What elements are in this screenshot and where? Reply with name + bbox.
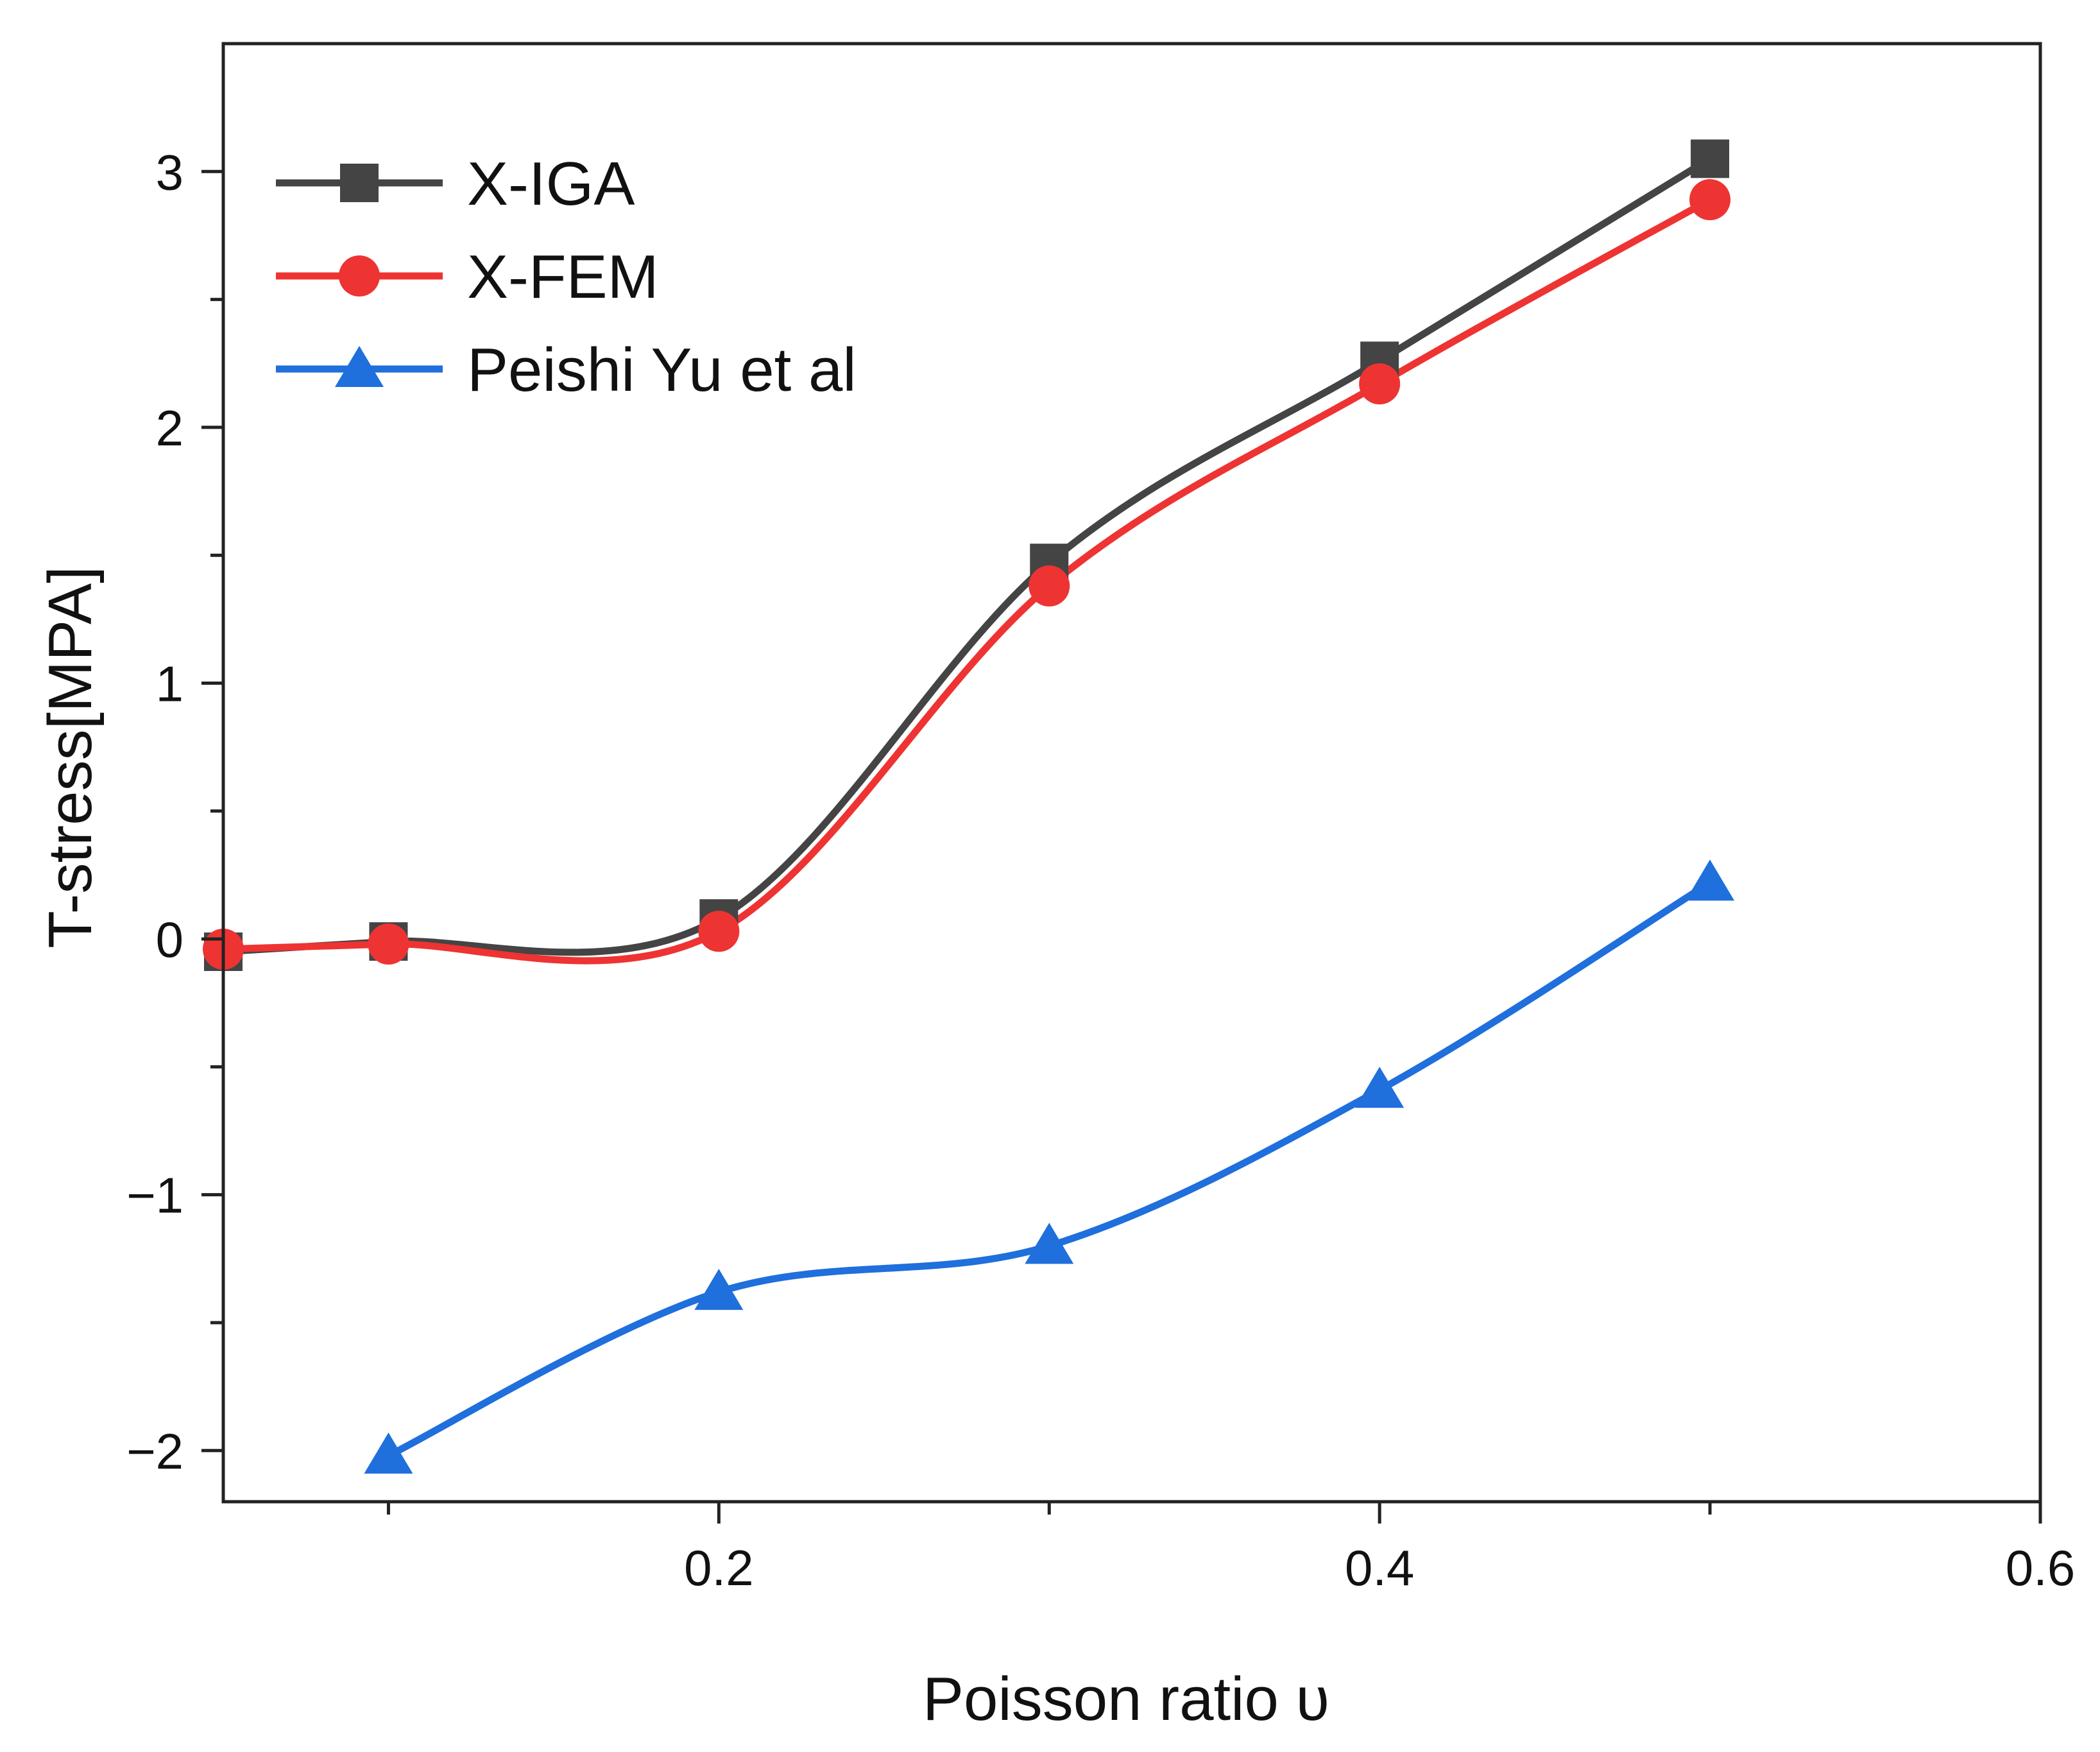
legend-item: X-FEM <box>276 243 659 311</box>
legend-label: X-FEM <box>467 243 659 311</box>
plot-markers <box>203 139 1735 1474</box>
data-point <box>1355 1067 1404 1108</box>
data-point <box>368 923 409 965</box>
data-point <box>694 1269 744 1310</box>
y-tick-label: −2 <box>126 1423 184 1479</box>
y-axis-title: T-stress[MPA] <box>36 566 105 949</box>
data-point <box>364 1432 413 1474</box>
legend-label: X-IGA <box>467 150 635 218</box>
legend-marker <box>335 346 384 387</box>
x-tick-label: 0.2 <box>684 1540 753 1596</box>
legend-item: X-IGA <box>276 150 635 218</box>
data-point <box>1359 363 1401 405</box>
x-axis-title: Poisson ratio υ <box>923 1665 1329 1733</box>
data-point <box>1686 859 1735 901</box>
series-line-peishi-yu-et-al <box>384 879 1714 1459</box>
legend: X-IGA X-FEM Peishi Yu et al <box>276 150 857 404</box>
data-point <box>1025 1223 1074 1264</box>
x-tick-label: 0.4 <box>1345 1540 1414 1596</box>
plot-lines <box>219 155 1714 1459</box>
legend-item: Peishi Yu et al <box>276 336 857 404</box>
x-tick-label: 0.6 <box>2006 1540 2075 1596</box>
data-point <box>1689 179 1731 221</box>
data-point <box>698 911 740 952</box>
y-tick-label: −1 <box>126 1167 184 1224</box>
data-point <box>1029 565 1070 607</box>
y-tick-label: 0 <box>156 911 184 968</box>
ticks: 0.2 0.4 0.6 −2 −1 0 1 2 3 <box>126 144 2075 1596</box>
legend-label: Peishi Yu et al <box>467 336 857 404</box>
y-tick-label: 1 <box>156 655 184 712</box>
series-line-x-iga <box>219 155 1714 956</box>
series-line-x-fem <box>219 196 1714 965</box>
axes <box>221 42 2042 1504</box>
legend-marker <box>340 164 379 202</box>
legend-marker <box>339 255 380 296</box>
plot-frame <box>221 42 2042 1504</box>
y-tick-label: 2 <box>156 400 184 456</box>
y-tick-label: 3 <box>156 144 184 200</box>
data-point <box>1691 139 1730 178</box>
